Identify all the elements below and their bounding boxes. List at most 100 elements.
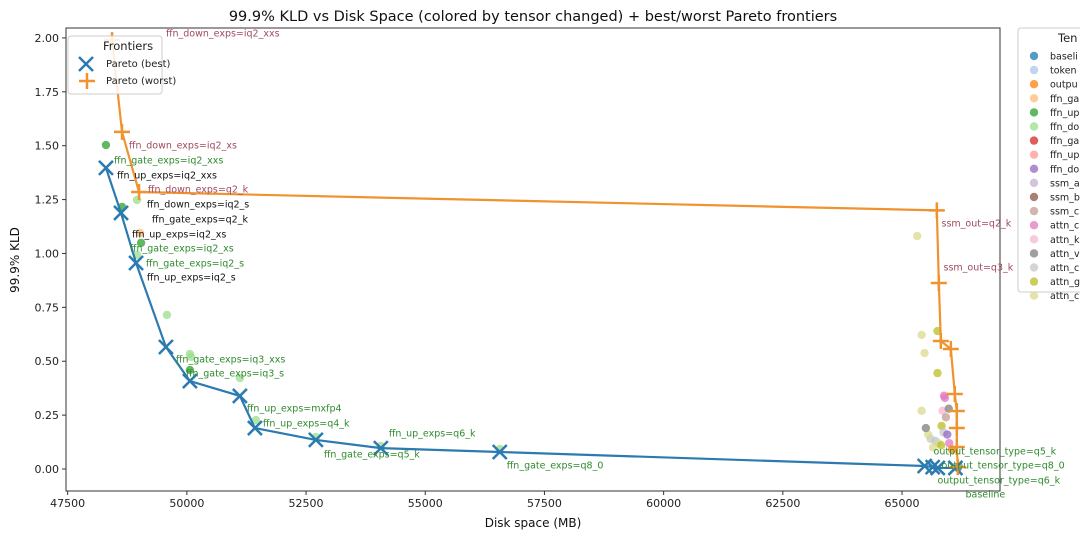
scatter-point: [186, 352, 196, 362]
pareto-best-marker: [372, 440, 389, 456]
chart-title: 99.9% KLD vs Disk Space (colored by tens…: [229, 9, 837, 25]
tensor-legend-label: ffn_up: [1050, 108, 1079, 119]
x-axis-label: Disk space (MB): [485, 516, 582, 530]
legend-swatch-icon: [1029, 249, 1039, 258]
pareto-worst-line: [110, 39, 959, 468]
tensor-legend-label: attn_c: [1050, 291, 1079, 302]
point-annotation: output_tensor_type=q6_k: [937, 476, 1060, 487]
point-annotation: ffn_up_exps=iq2_s: [147, 272, 236, 283]
y-tick-label: 1.75: [35, 86, 60, 99]
marker-stroke: [491, 444, 508, 460]
frontier-legend-worst: Pareto (worst): [106, 76, 176, 87]
pareto-worst-marker: [932, 332, 949, 349]
y-axis-label: 99.9% KLD: [8, 227, 22, 293]
point-annotation: ffn_gate_exps=iq2_xs: [130, 243, 234, 254]
legend-swatch-icon: [1029, 206, 1039, 216]
marker-stroke: [98, 160, 114, 176]
legend-swatch-icon: [1029, 192, 1039, 202]
legend-swatch-icon: [1029, 291, 1039, 300]
frontier-legend-best: Pareto (best): [106, 59, 171, 70]
tensor-legend-label: baseli: [1050, 52, 1078, 63]
x-tick-label: 57500: [527, 497, 562, 510]
point-annotation: ffn_gate_exps=iq3_xxs: [176, 354, 285, 365]
scatter-point: [235, 373, 245, 383]
marker-stroke: [113, 205, 129, 221]
scatter-point: [921, 423, 931, 433]
tensor-legend: Ten baselitokenoutpuffn_gaffn_upffn_doff…: [1017, 27, 1080, 302]
legend-swatch-icon: [1029, 235, 1039, 244]
tensor-legend-title: Ten: [1057, 31, 1077, 45]
point-annotation: ffn_down_exps=iq2_xs: [129, 140, 237, 151]
legend-swatch-icon: [1029, 221, 1039, 230]
point-annotation: ffn_gate_exps=q2_k: [152, 214, 249, 225]
plot-frame: [65, 27, 1001, 492]
tensor-legend-label: ssm_b: [1050, 193, 1080, 204]
point-annotation: ffn_gate_exps=q8_0: [507, 460, 604, 471]
pareto-best-marker: [98, 160, 114, 176]
marker-stroke: [929, 460, 946, 476]
legend-swatch-icon: [1029, 122, 1039, 131]
y-tick-label: 0.75: [35, 301, 60, 314]
pareto-worst-marker: [942, 340, 959, 357]
scatter-point: [936, 441, 946, 450]
point-annotation: ffn_up_exps=q4_k: [263, 418, 350, 429]
y-tick-label: 0.25: [35, 409, 60, 422]
pareto-best-marker: [491, 444, 508, 460]
tensor-legend-label: ffn_ga: [1050, 136, 1079, 147]
pareto-best-marker: [158, 339, 174, 355]
point-annotation: output_tensor_type=q8_0: [941, 461, 1064, 472]
legend-swatch-icon: [1029, 263, 1039, 272]
pareto-best-marker: [247, 420, 263, 436]
tensor-legend-label: ssm_c: [1050, 207, 1079, 218]
pareto-best-marker: [924, 459, 941, 475]
scatter-point: [924, 430, 933, 439]
pareto-best-marker: [113, 205, 129, 221]
legend-swatch-icon: [1029, 94, 1039, 103]
y-tick-label: 2.00: [35, 32, 60, 45]
x-tick-label: 65000: [885, 497, 920, 510]
marker-stroke: [916, 458, 933, 474]
tensor-legend-label: attn_c: [1050, 263, 1079, 274]
scatter-point: [912, 231, 922, 241]
y-axis-ticks: 0.00 0.25 0.50 0.75 1.00 1.25 1.50 1.75 2.00: [35, 32, 66, 476]
tensor-legend-label: attn_k: [1050, 235, 1080, 246]
scatter-point: [185, 365, 195, 375]
point-annotation: ffn_up_exps=iq2_xxs: [117, 170, 217, 181]
marker-stroke: [158, 339, 174, 355]
y-tick-label: 0.00: [35, 463, 60, 476]
pareto-worst-marker: [948, 439, 965, 456]
legend-swatch-icon: [1029, 108, 1039, 117]
legend-marker-x-icon: [78, 56, 94, 72]
y-tick-label: 1.50: [35, 140, 60, 153]
scatter-point: [945, 438, 954, 448]
tensor-legend-label: token: [1050, 66, 1077, 77]
pareto-worst-marker: [114, 123, 131, 140]
x-tick-label: 52500: [289, 497, 324, 510]
scatter-point: [940, 393, 950, 403]
tensor-legend-label: ffn_do: [1050, 122, 1079, 133]
scatter-point: [162, 310, 172, 320]
scatter-point: [101, 140, 111, 150]
scatter-point: [941, 413, 951, 422]
legend-swatch-icon: [1029, 80, 1039, 89]
legend-marker-plus-icon: [79, 73, 95, 89]
marker-stroke: [924, 459, 941, 475]
pareto-worst-marker: [949, 459, 966, 476]
point-annotation: baseline: [965, 490, 1005, 501]
point-annotation: output_tensor_type=q5_k: [934, 446, 1057, 457]
pareto-worst-marker: [928, 202, 945, 219]
pareto-best-marker: [307, 432, 324, 448]
x-tick-label: 50000: [169, 497, 204, 510]
y-tick-label: 1.25: [35, 194, 60, 207]
scatter-point: [933, 368, 942, 378]
pareto-worst-marker: [930, 274, 947, 291]
point-annotation: ffn_gate_exps=iq2_s: [146, 258, 244, 269]
legend-swatch-icon: [1029, 150, 1039, 159]
marker-stroke: [247, 420, 263, 436]
scatter-point: [917, 406, 926, 416]
point-annotation: ssm_out=q3_k: [944, 262, 1014, 273]
legend-swatch-icon: [1029, 178, 1039, 188]
pareto-worst-marker: [948, 420, 965, 437]
point-annotation: ffn_gate_exps=q5_k: [324, 450, 421, 461]
